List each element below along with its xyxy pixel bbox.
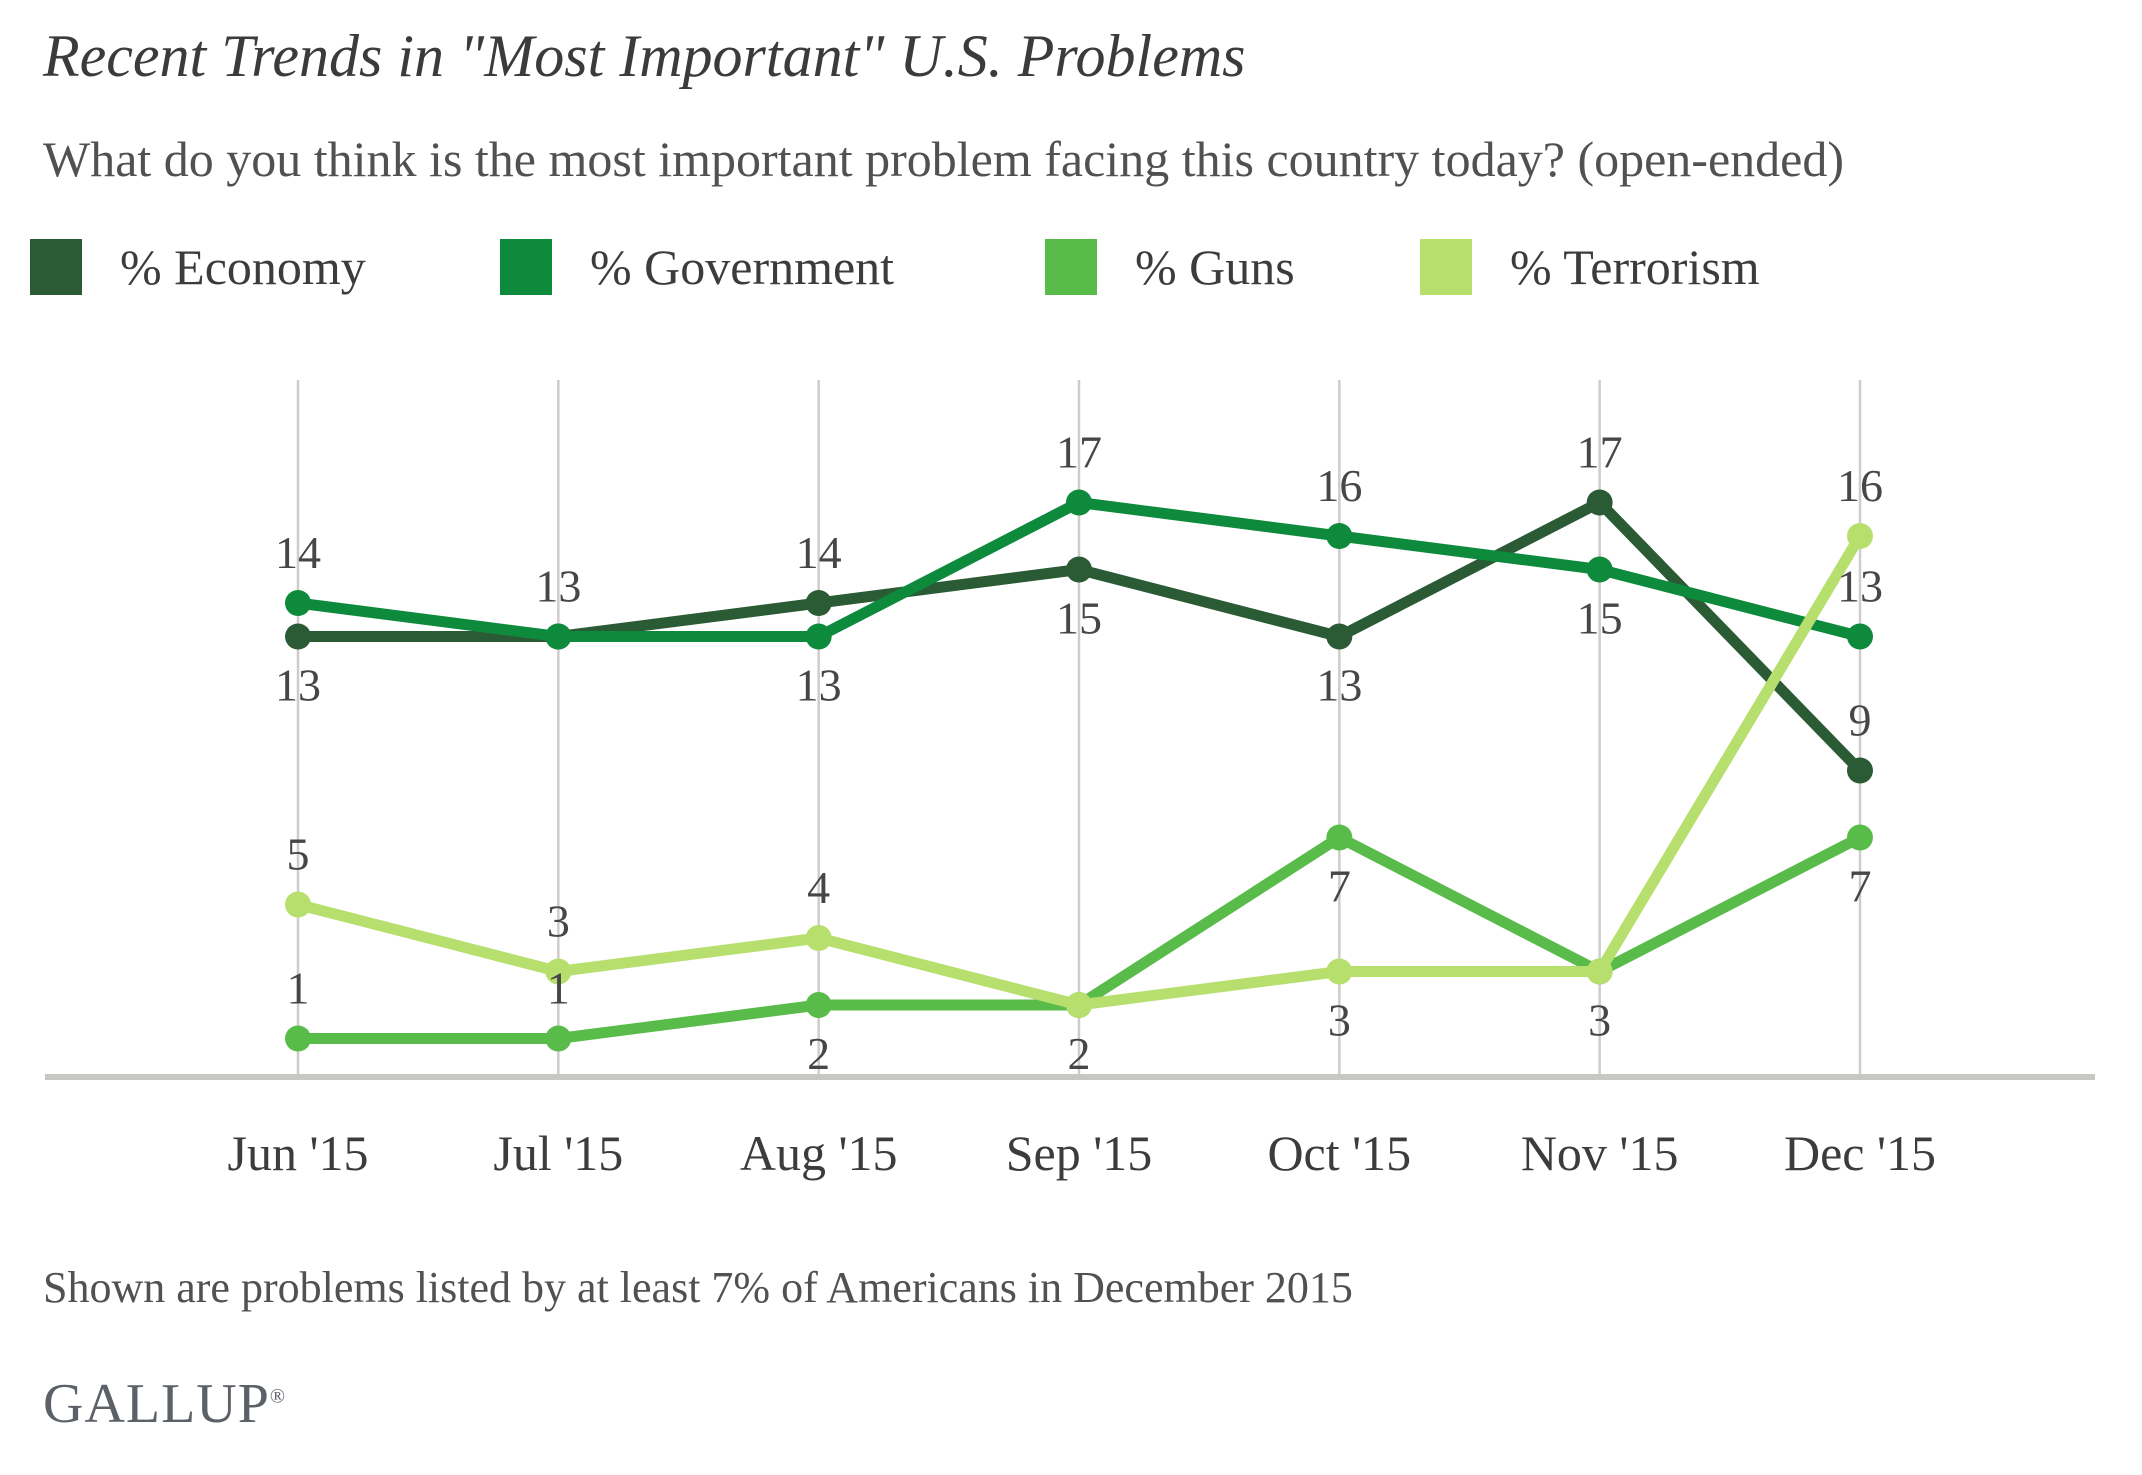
data-label: 2 [1067, 1028, 1090, 1079]
gallup-logo: GALLUP® [43, 1372, 286, 1436]
data-label: 16 [1316, 460, 1362, 511]
data-label: 7 [1848, 861, 1871, 912]
data-point-terrorism [1846, 523, 1873, 549]
legend-item-label: % Guns [1135, 239, 1295, 295]
data-point-terrorism [1326, 958, 1353, 985]
data-label: 13 [1316, 660, 1362, 711]
legend-item-label: % Terrorism [1510, 239, 1760, 295]
x-tick-label: Sep '15 [1006, 1125, 1153, 1181]
x-tick-label: Aug '15 [740, 1125, 898, 1181]
registered-mark: ® [269, 1385, 287, 1408]
data-label: 3 [1328, 995, 1351, 1046]
legend-item-government: % Government [500, 238, 894, 296]
legend-item-label: % Government [590, 239, 895, 295]
legend-swatch [500, 239, 552, 295]
data-point-government [545, 623, 572, 650]
legend-item-label: % Economy [120, 239, 366, 295]
data-point-government [1065, 489, 1092, 516]
x-tick-label: Oct '15 [1267, 1125, 1411, 1181]
chart-subtitle: What do you think is the most important … [43, 131, 1844, 187]
x-tick-label: Jul '15 [493, 1125, 623, 1181]
data-label: 13 [275, 660, 321, 711]
data-point-terrorism [1586, 958, 1613, 985]
data-point-government [1586, 556, 1613, 583]
data-point-government [805, 623, 832, 650]
data-label: 9 [1848, 695, 1871, 746]
data-label: 2 [807, 1028, 830, 1079]
data-label: 4 [807, 862, 830, 913]
data-point-economy [285, 623, 311, 650]
data-label: 13 [796, 660, 842, 711]
data-label: 14 [275, 527, 321, 578]
page-title: Recent Trends in "Most Important" U.S. P… [43, 23, 1246, 89]
data-point-guns [545, 1025, 572, 1052]
data-point-guns [285, 1025, 311, 1052]
data-label: 1 [547, 963, 570, 1014]
x-tick-label: Nov '15 [1521, 1125, 1679, 1181]
data-point-guns [1846, 824, 1873, 851]
data-point-economy [1846, 757, 1873, 784]
data-point-terrorism [1065, 992, 1092, 1018]
data-point-economy [1326, 623, 1353, 650]
data-point-government [1846, 623, 1873, 650]
data-label: 5 [287, 829, 310, 880]
legend-item-terrorism: % Terrorism [1420, 238, 1760, 296]
footnote: Shown are problems listed by at least 7%… [43, 1263, 1353, 1312]
data-point-guns [805, 992, 832, 1018]
data-point-economy [1065, 556, 1092, 583]
data-point-government [1326, 523, 1353, 549]
data-label: 3 [1588, 995, 1611, 1046]
data-label: 1 [287, 963, 310, 1014]
data-label: 3 [547, 896, 570, 947]
legend-item-guns: % Guns [1045, 238, 1295, 296]
data-label: 13 [535, 561, 581, 612]
data-point-terrorism [285, 891, 311, 918]
legend-swatch [1045, 239, 1097, 295]
data-point-government [285, 590, 311, 616]
legend-swatch [30, 239, 82, 295]
x-tick-label: Dec '15 [1784, 1125, 1936, 1181]
data-label: 15 [1056, 593, 1102, 644]
x-tick-label: Jun '15 [228, 1125, 369, 1181]
data-point-terrorism [805, 925, 832, 951]
data-label: 17 [1577, 427, 1623, 478]
data-label: 7 [1328, 861, 1351, 912]
data-point-economy [805, 590, 832, 616]
data-point-terrorism [545, 958, 572, 985]
data-label: 14 [796, 527, 842, 578]
legend-swatch [1420, 239, 1472, 295]
legend-item-economy: % Economy [30, 238, 366, 296]
gallup-logo-text: GALLUP [43, 1373, 270, 1435]
data-point-guns [1326, 824, 1353, 851]
data-label: 13 [1837, 561, 1883, 612]
data-label: 17 [1056, 427, 1102, 478]
data-label: 16 [1837, 460, 1883, 511]
legend: % Economy % Government % Guns % Terrorism [0, 238, 2142, 296]
data-label: 15 [1577, 593, 1623, 644]
data-point-economy [1586, 489, 1613, 516]
